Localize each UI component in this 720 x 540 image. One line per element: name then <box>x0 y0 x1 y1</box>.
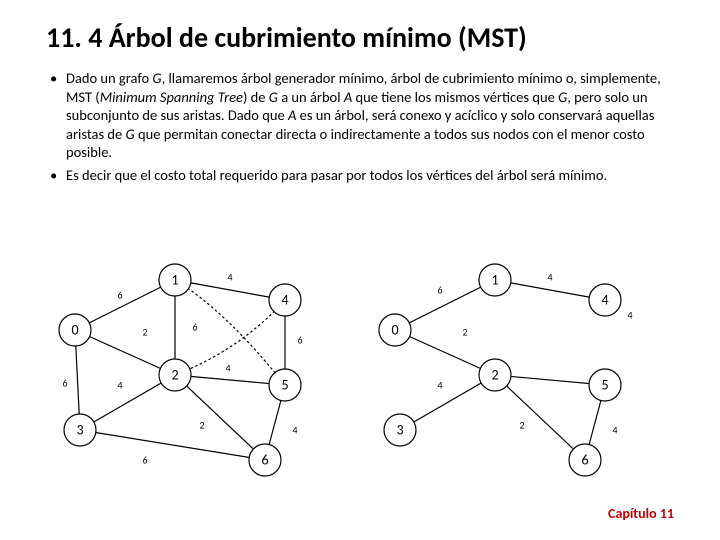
svg-text:4: 4 <box>292 424 297 437</box>
svg-text:2: 2 <box>491 367 498 384</box>
svg-text:4: 4 <box>612 424 617 437</box>
svg-text:6: 6 <box>142 454 147 467</box>
bullet-item: Es decir que el costo total requerido pa… <box>50 166 680 185</box>
bullet-item: Dado un grafo G, llamaremos árbol genera… <box>50 69 680 162</box>
svg-text:6: 6 <box>581 452 588 469</box>
svg-text:6: 6 <box>192 321 197 334</box>
svg-text:0: 0 <box>71 322 78 339</box>
svg-text:2: 2 <box>142 326 147 339</box>
page-title: 11. 4 Árbol de cubrimiento mínimo (MST) <box>46 20 680 55</box>
svg-text:2: 2 <box>171 367 178 384</box>
svg-text:1: 1 <box>171 272 178 289</box>
svg-text:3: 3 <box>76 422 83 439</box>
svg-text:5: 5 <box>281 377 288 394</box>
svg-text:4: 4 <box>437 379 442 392</box>
svg-text:5: 5 <box>601 377 608 394</box>
svg-text:6: 6 <box>117 289 122 302</box>
svg-text:6: 6 <box>62 377 67 390</box>
svg-text:4: 4 <box>281 292 288 309</box>
svg-text:6: 6 <box>261 452 268 469</box>
svg-text:2: 2 <box>462 326 467 339</box>
svg-text:0: 0 <box>391 322 398 339</box>
svg-text:4: 4 <box>601 292 608 309</box>
svg-text:6: 6 <box>437 284 442 297</box>
svg-text:2: 2 <box>199 419 204 432</box>
graph-left: 6 2 6 4 6 4 4 2 6 6 4 0 1 2 3 4 5 6 <box>50 255 340 485</box>
bullet-list: Dado un grafo G, llamaremos árbol genera… <box>50 69 680 184</box>
svg-text:6: 6 <box>297 334 302 347</box>
svg-text:2: 2 <box>519 419 524 432</box>
graph-area: 6 2 6 4 6 4 4 2 6 6 4 0 1 2 3 4 5 6 6 2 4 4 2 4 4 0 1 2 3 4 5 6 <box>50 255 670 495</box>
chapter-footer: Capítulo 11 <box>608 505 674 522</box>
svg-text:4: 4 <box>117 379 122 392</box>
graph-right: 6 2 4 4 2 4 4 0 1 2 3 4 5 6 <box>370 255 660 485</box>
svg-text:4: 4 <box>225 362 230 375</box>
svg-text:4: 4 <box>547 271 552 284</box>
svg-text:3: 3 <box>396 422 403 439</box>
svg-text:4: 4 <box>227 271 232 284</box>
svg-text:1: 1 <box>491 272 498 289</box>
svg-text:4: 4 <box>627 309 632 322</box>
